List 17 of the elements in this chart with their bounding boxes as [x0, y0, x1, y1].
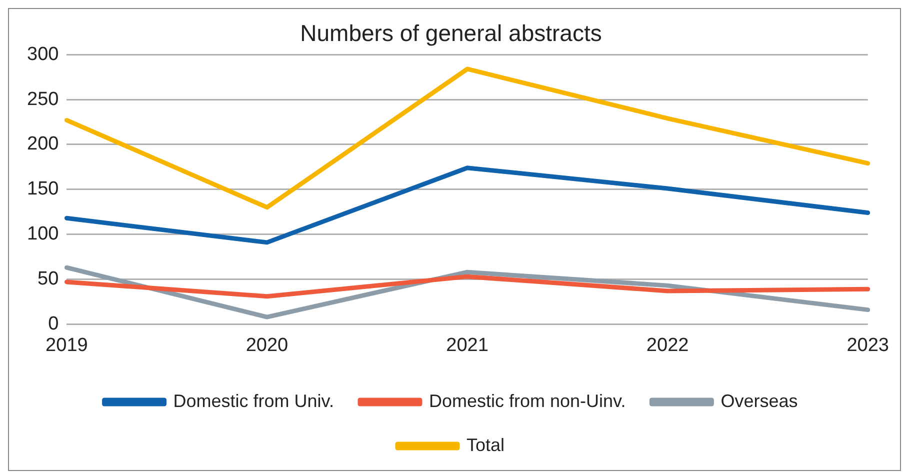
legend-label: Domestic from non-Uinv.: [428, 390, 626, 411]
y-tick-label: 0: [48, 313, 59, 334]
legend-label: Overseas: [720, 390, 798, 411]
x-tick-label: 2023: [846, 334, 890, 356]
y-tick-label: 50: [38, 268, 59, 290]
y-tick-label: 100: [27, 224, 59, 245]
x-tick-label: 2019: [46, 334, 88, 356]
y-tick-label: 300: [27, 44, 59, 65]
y-tick-label: 250: [27, 88, 59, 110]
y-tick-label: 150: [27, 178, 59, 200]
legend-label: Total: [466, 434, 505, 455]
x-tick-label: 2021: [446, 334, 488, 356]
x-tick-label: 2020: [246, 334, 288, 356]
x-tick-label: 2022: [646, 334, 689, 356]
chart-title: Numbers of general abstracts: [300, 20, 602, 46]
legend-label: Domestic from Univ.: [173, 390, 334, 411]
y-tick-label: 200: [27, 134, 59, 155]
